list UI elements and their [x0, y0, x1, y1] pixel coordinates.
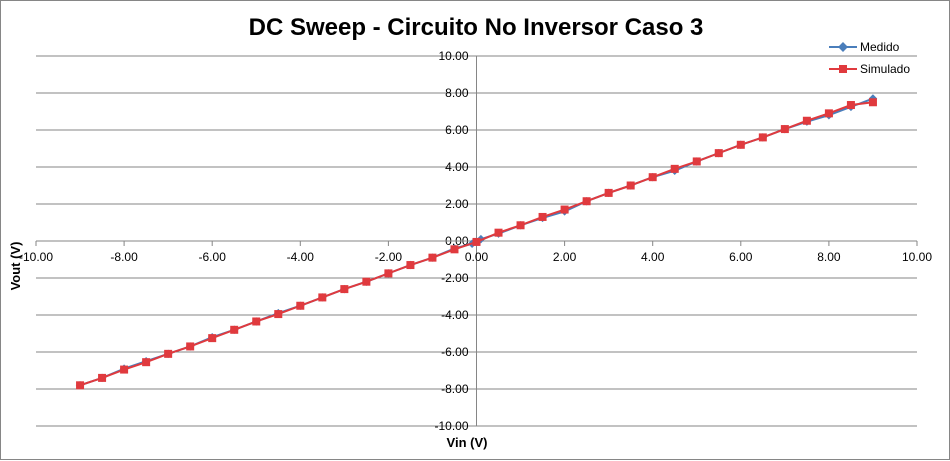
legend-marker-medido	[838, 42, 848, 52]
data-point-simulado	[98, 373, 107, 382]
x-tick-label: -6.00	[199, 250, 227, 264]
data-point-simulado	[252, 317, 261, 326]
data-point-simulado	[76, 381, 85, 390]
x-tick-label: -4.00	[287, 250, 315, 264]
data-point-simulado	[604, 188, 613, 197]
data-point-simulado	[318, 293, 327, 302]
data-point-simulado	[582, 197, 591, 206]
data-point-simulado	[472, 237, 481, 246]
data-point-simulado	[868, 98, 877, 107]
data-point-simulado	[780, 125, 789, 134]
x-tick-label: -10.00	[19, 250, 53, 264]
x-axis-title: Vin (V)	[447, 435, 488, 450]
data-point-simulado	[384, 269, 393, 278]
y-axis-title: Vout (V)	[8, 242, 23, 291]
data-point-simulado	[626, 181, 635, 190]
x-tick-label: 4.00	[641, 250, 665, 264]
chart-title: DC Sweep - Circuito No Inversor Caso 3	[249, 14, 704, 41]
data-point-simulado	[274, 310, 283, 319]
data-point-simulado	[296, 301, 305, 310]
data-point-simulado	[516, 221, 525, 230]
y-tick-label: 4.00	[445, 160, 469, 174]
x-tick-label: 6.00	[729, 250, 753, 264]
y-tick-label: -6.00	[441, 345, 469, 359]
legend-label-simulado: Simulado	[860, 62, 910, 76]
data-point-simulado	[648, 173, 657, 182]
data-point-simulado	[120, 365, 129, 374]
data-point-simulado	[670, 164, 679, 173]
data-point-simulado	[538, 212, 547, 221]
data-point-simulado	[362, 277, 371, 286]
data-point-simulado	[824, 109, 833, 118]
data-point-simulado	[208, 334, 217, 343]
x-tick-label: 0.00	[465, 250, 489, 264]
data-point-simulado	[406, 261, 415, 270]
y-tick-label: -2.00	[441, 271, 469, 285]
data-point-simulado	[802, 116, 811, 125]
y-tick-label: -4.00	[441, 308, 469, 322]
y-tick-label: -10.00	[434, 419, 468, 433]
data-point-simulado	[450, 245, 459, 254]
data-point-simulado	[186, 342, 195, 351]
legend-label-medido: Medido	[860, 40, 900, 54]
y-tick-label: 6.00	[445, 123, 469, 137]
y-tick-label: 2.00	[445, 197, 469, 211]
data-point-simulado	[758, 133, 767, 142]
y-tick-label: 8.00	[445, 86, 469, 100]
x-tick-label: -8.00	[110, 250, 138, 264]
data-point-simulado	[736, 140, 745, 149]
data-point-simulado	[164, 349, 173, 358]
data-point-simulado	[494, 228, 503, 237]
data-point-simulado	[142, 358, 151, 367]
legend: Medido Simulado	[829, 40, 910, 76]
data-point-simulado	[428, 253, 437, 262]
x-tick-label: 2.00	[553, 250, 577, 264]
y-tick-label: 10.00	[438, 49, 468, 63]
data-point-simulado	[340, 285, 349, 294]
x-tick-label: 10.00	[902, 250, 932, 264]
series-layer	[75, 94, 878, 390]
data-point-simulado	[560, 205, 569, 214]
x-tick-label: 8.00	[817, 250, 841, 264]
data-point-simulado	[846, 101, 855, 110]
y-tick-label: -8.00	[441, 382, 469, 396]
data-point-simulado	[230, 325, 239, 334]
data-point-simulado	[714, 149, 723, 158]
data-point-simulado	[692, 157, 701, 166]
legend-marker-simulado	[839, 65, 847, 73]
x-tick-label: -2.00	[375, 250, 403, 264]
